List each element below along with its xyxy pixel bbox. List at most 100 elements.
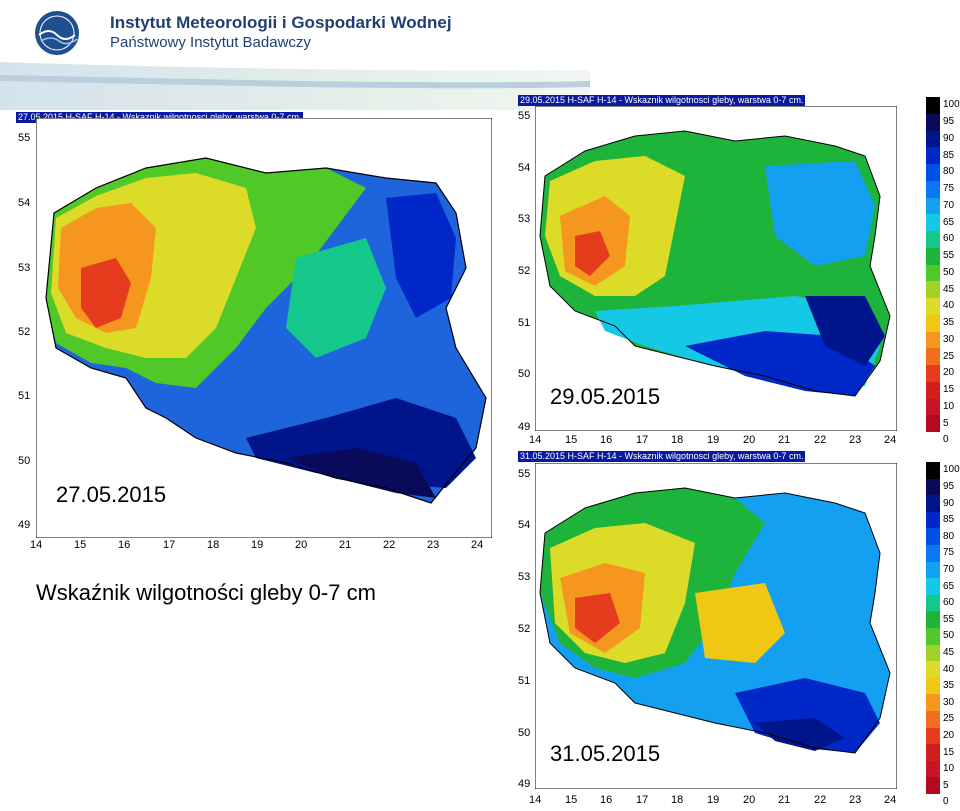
x-tick: 18: [671, 434, 684, 446]
x-tick: 18: [207, 539, 220, 551]
legend-swatch: [926, 264, 940, 282]
legend-swatch: [926, 495, 940, 513]
header-band: [0, 0, 960, 110]
y-tick: 50: [18, 455, 31, 467]
legend-label: 10: [943, 763, 955, 775]
y-tick: 51: [18, 390, 31, 402]
y-tick: 54: [18, 197, 31, 209]
legend-label: 10: [943, 400, 955, 412]
x-tick: 14: [30, 539, 43, 551]
imgw-logo: [35, 11, 79, 55]
legend-swatch: [926, 180, 940, 198]
y-tick: 53: [18, 262, 31, 274]
x-tick: 21: [778, 794, 791, 806]
legend-label: 90: [943, 132, 955, 144]
soil-moisture-map-29: [535, 106, 897, 431]
legend-swatch: [926, 164, 940, 181]
legend-swatch: [926, 545, 940, 562]
legend-swatch: [926, 214, 940, 232]
legend-swatch: [926, 247, 940, 265]
x-tick: 16: [118, 539, 131, 551]
x-tick: 20: [743, 794, 756, 806]
legend-swatch: [926, 528, 940, 546]
legend-label: 5: [943, 779, 949, 791]
x-tick: 16: [600, 434, 613, 446]
x-tick: 23: [427, 539, 440, 551]
legend-swatch: [926, 727, 940, 745]
legend-swatch: [926, 415, 940, 433]
x-tick: 14: [529, 794, 542, 806]
map-title: 31.05.2015 H-SAF H-14 - Wskaznik wilgotn…: [518, 451, 806, 462]
y-tick: 53: [518, 571, 531, 583]
color-legend: 100 95 90 85 80 75 70 65 60 55 50 45 40 35 30 25 20 15 10 5…: [926, 462, 960, 808]
legend-swatch: [926, 561, 940, 579]
legend-label: 0: [943, 796, 949, 808]
legend-label: 30: [943, 333, 955, 345]
map-date-label: 27.05.2015: [52, 482, 171, 508]
legend-label: 65: [943, 580, 955, 592]
color-legend: 100 95 90 85 80 75 70 65 60 55 50 45 40 35 30 25 20 15 10 5…: [926, 97, 960, 447]
legend-label: 5: [943, 417, 949, 429]
y-tick: 49: [518, 421, 531, 433]
map-date-label: 29.05.2015: [546, 384, 665, 410]
legend-swatch: [926, 147, 940, 165]
legend-swatch: [926, 478, 940, 496]
legend-label: 15: [943, 384, 955, 396]
x-tick: 16: [600, 794, 613, 806]
legend-label: 40: [943, 300, 955, 312]
legend-label: 60: [943, 597, 955, 609]
legend-label: 0: [943, 434, 949, 446]
y-tick: 52: [518, 265, 531, 277]
legend-swatch: [926, 314, 940, 332]
legend-label: 80: [943, 166, 955, 178]
soil-moisture-map-27: [36, 118, 492, 538]
legend-swatch: [926, 398, 940, 416]
legend-swatch: [926, 578, 940, 596]
y-tick: 50: [518, 727, 531, 739]
legend-label: 90: [943, 497, 955, 509]
map-title: 29.05.2015 H-SAF H-14 - Wskaznik wilgotn…: [518, 95, 806, 106]
header-wave: [0, 62, 591, 110]
legend-swatch: [926, 694, 940, 712]
legend-swatch: [926, 113, 940, 131]
y-tick: 55: [18, 132, 31, 144]
y-tick: 54: [518, 519, 531, 531]
y-tick: 49: [518, 778, 531, 790]
legend-label: 30: [943, 696, 955, 708]
x-tick: 21: [339, 539, 352, 551]
y-tick: 53: [518, 213, 531, 225]
legend-label: 40: [943, 663, 955, 675]
x-tick: 19: [251, 539, 264, 551]
legend-swatch: [926, 744, 940, 762]
x-tick: 18: [671, 794, 684, 806]
legend-label: 70: [943, 199, 955, 211]
legend-label: 75: [943, 547, 955, 559]
x-tick: 24: [884, 434, 897, 446]
y-tick: 52: [518, 623, 531, 635]
x-tick: 19: [707, 794, 720, 806]
x-tick: 22: [814, 794, 827, 806]
main-caption: Wskaźnik wilgotności gleby 0-7 cm: [36, 580, 376, 605]
legend-swatch: [926, 130, 940, 148]
legend-label: 65: [943, 216, 955, 228]
legend-swatch: [926, 511, 940, 529]
legend-swatch: [926, 760, 940, 778]
legend-swatch: [926, 231, 940, 248]
legend-label: 55: [943, 250, 955, 262]
legend-label: 45: [943, 283, 955, 295]
y-tick: 51: [518, 317, 531, 329]
y-tick: 51: [518, 675, 531, 687]
legend-label: 80: [943, 530, 955, 542]
x-tick: 15: [565, 794, 578, 806]
legend-label: 75: [943, 183, 955, 195]
legend-label: 15: [943, 746, 955, 758]
legend-swatch: [926, 594, 940, 612]
x-tick: 20: [743, 434, 756, 446]
legend-swatch: [926, 331, 940, 349]
legend-swatch: [926, 281, 940, 299]
legend-label: 50: [943, 266, 955, 278]
legend-label: 85: [943, 149, 955, 161]
legend-swatch: [926, 365, 940, 382]
legend-label: 95: [943, 116, 955, 128]
legend-swatch: [926, 628, 940, 645]
